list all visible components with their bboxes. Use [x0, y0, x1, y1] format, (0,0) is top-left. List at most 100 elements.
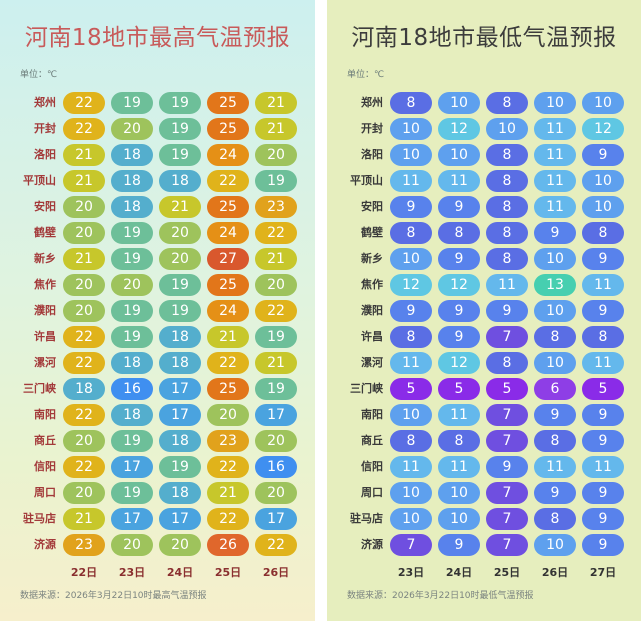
min-temp-cell: 11 [438, 456, 480, 478]
max-temp-cell: 19 [111, 430, 153, 452]
max-temp-cell: 22 [255, 222, 297, 244]
max-temp-cell: 22 [255, 300, 297, 322]
min-temp-cell: 11 [390, 352, 432, 374]
max-temp-cell: 19 [159, 456, 201, 478]
max-city-label: 信阳 [34, 460, 56, 473]
max-temp-cell: 23 [255, 196, 297, 218]
max-temp-cell: 20 [111, 534, 153, 556]
max-temp-cell: 22 [63, 456, 105, 478]
max-temp-cell: 16 [111, 378, 153, 400]
min-temp-cell: 6 [534, 378, 576, 400]
max-temp-cell: 22 [63, 352, 105, 374]
max-temp-cell: 17 [111, 456, 153, 478]
min-city-label: 驻马店 [350, 512, 383, 525]
min-temp-title: 河南18地市最低气温预报 [351, 25, 617, 51]
max-city-label: 许昌 [34, 330, 56, 343]
min-temp-cell: 11 [438, 170, 480, 192]
min-city-label: 南阳 [361, 408, 383, 421]
min-temp-cell: 8 [534, 508, 576, 530]
min-temp-cell: 9 [486, 300, 528, 322]
min-temp-cell: 9 [582, 430, 624, 452]
max-temp-cell: 25 [207, 92, 249, 114]
min-city-label: 商丘 [361, 434, 383, 447]
min-temp-cell: 8 [438, 222, 480, 244]
max-temp-cell: 21 [255, 118, 297, 140]
min-temp-cell: 8 [390, 430, 432, 452]
max-temp-cell: 21 [255, 248, 297, 270]
min-temp-cell: 7 [486, 482, 528, 504]
max-temp-cell: 24 [207, 222, 249, 244]
max-temp-cell: 20 [63, 222, 105, 244]
max-city-label: 濮阳 [34, 304, 56, 317]
max-temp-cell: 19 [159, 300, 201, 322]
max-temp-cell: 17 [255, 508, 297, 530]
min-temp-cell: 10 [390, 248, 432, 270]
min-temp-cell: 11 [534, 196, 576, 218]
min-city-label: 新乡 [361, 252, 383, 265]
max-temp-cell: 20 [111, 274, 153, 296]
max-temp-cell: 21 [63, 170, 105, 192]
max-temp-cell: 18 [111, 170, 153, 192]
max-temp-cell: 22 [63, 118, 105, 140]
min-temp-cell: 10 [390, 144, 432, 166]
min-temp-cell: 8 [486, 248, 528, 270]
min-temp-source: 数据来源：2026年3月22日10时最低气温预报 [347, 591, 534, 601]
min-temp-cell: 7 [390, 534, 432, 556]
max-temp-cell: 21 [207, 482, 249, 504]
min-temp-cell: 10 [582, 92, 624, 114]
min-temp-cell: 9 [582, 508, 624, 530]
min-temp-cell: 11 [534, 170, 576, 192]
min-city-label: 郑州 [361, 96, 383, 109]
min-date-label: 24日 [445, 566, 473, 579]
max-temp-cell: 19 [159, 92, 201, 114]
max-temp-cell: 19 [111, 326, 153, 348]
max-city-label: 周口 [34, 486, 56, 499]
max-temp-cell: 21 [159, 196, 201, 218]
max-temp-cell: 21 [255, 92, 297, 114]
max-city-label: 济源 [34, 538, 56, 551]
max-city-label: 新乡 [34, 252, 56, 265]
max-temp-cell: 22 [63, 326, 105, 348]
max-date-label: 25日 [214, 566, 242, 579]
max-temp-cell: 25 [207, 274, 249, 296]
min-date-label: 27日 [589, 566, 617, 579]
max-temp-cell: 19 [159, 274, 201, 296]
max-temp-cell: 18 [159, 352, 201, 374]
max-city-label: 焦作 [34, 278, 56, 291]
max-temp-cell: 16 [255, 456, 297, 478]
min-temp-cell: 10 [438, 508, 480, 530]
min-temp-cell: 8 [534, 326, 576, 348]
min-temp-cell: 11 [582, 456, 624, 478]
min-temp-cell: 8 [486, 196, 528, 218]
min-temp-cell: 8 [486, 222, 528, 244]
min-temp-cell: 8 [390, 326, 432, 348]
min-temp-cell: 8 [486, 170, 528, 192]
min-temp-cell: 7 [486, 326, 528, 348]
min-temp-cell: 12 [390, 274, 432, 296]
min-temp-cell: 9 [486, 456, 528, 478]
min-temp-cell: 10 [534, 534, 576, 556]
max-temp-cell: 20 [207, 404, 249, 426]
min-city-label: 三门峡 [350, 382, 383, 395]
max-date-label: 26日 [262, 566, 290, 579]
min-temp-cell: 9 [582, 248, 624, 270]
min-temp-panel: 河南18地市最低气温预报 单位：℃ 数据来源：2026年3月22日10时最低气温… [327, 0, 641, 621]
min-temp-cell: 5 [582, 378, 624, 400]
max-temp-cell: 21 [207, 326, 249, 348]
max-city-label: 漯河 [34, 356, 56, 369]
max-temp-cell: 20 [63, 300, 105, 322]
min-temp-cell: 9 [582, 300, 624, 322]
max-temp-cell: 17 [159, 404, 201, 426]
min-city-label: 周口 [361, 486, 383, 499]
min-date-label: 26日 [541, 566, 569, 579]
max-temp-cell: 22 [207, 170, 249, 192]
max-city-label: 南阳 [34, 408, 56, 421]
max-temp-cell: 19 [159, 144, 201, 166]
max-temp-cell: 20 [111, 118, 153, 140]
min-temp-cell: 12 [438, 118, 480, 140]
max-temp-cell: 18 [159, 482, 201, 504]
min-city-label: 安阳 [361, 200, 383, 213]
max-temp-cell: 17 [159, 508, 201, 530]
max-temp-cell: 20 [63, 430, 105, 452]
min-temp-cell: 8 [486, 144, 528, 166]
